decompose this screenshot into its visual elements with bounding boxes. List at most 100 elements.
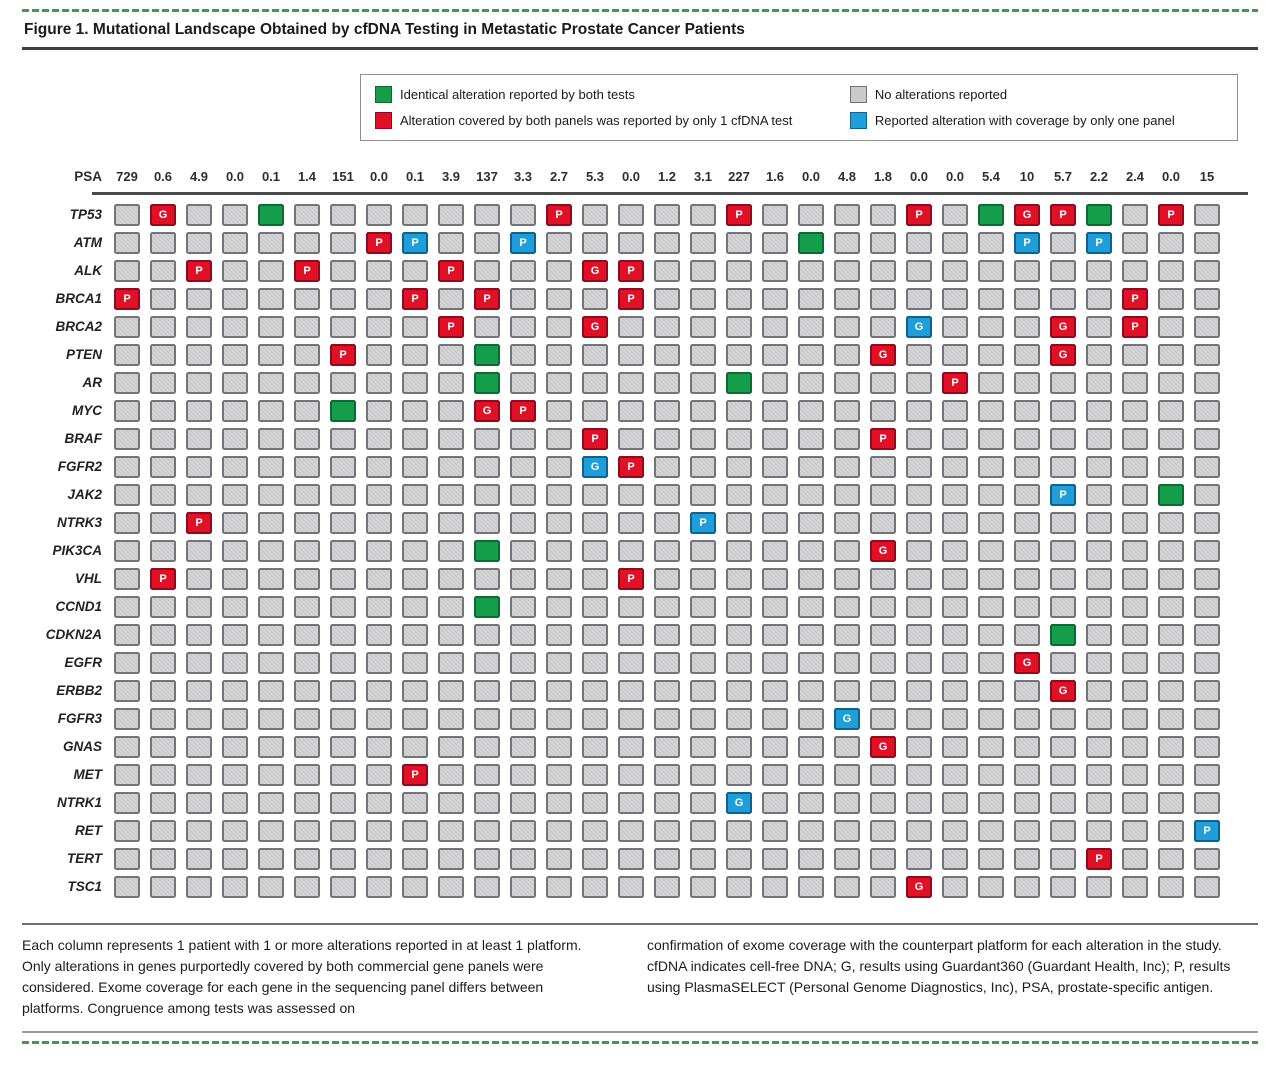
empty-cell [1014, 399, 1040, 422]
empty-cell [978, 371, 1004, 394]
empty-cell [582, 763, 608, 786]
gene-row: ERBB2 G [22, 679, 1258, 703]
alteration-cell-red: G [1050, 679, 1076, 702]
empty-cell [150, 539, 176, 562]
empty-cell [654, 483, 680, 506]
empty-cell [294, 595, 320, 618]
gene-cells: G [114, 875, 1220, 898]
empty-cell [1086, 287, 1112, 310]
empty-cell [1086, 399, 1112, 422]
empty-cell [762, 203, 788, 226]
alteration-cell-red: G [906, 875, 932, 898]
empty-cell [150, 343, 176, 366]
empty-cell [1050, 399, 1076, 422]
empty-cell [690, 791, 716, 814]
empty-cell [1122, 343, 1148, 366]
empty-cell [726, 735, 752, 758]
empty-cell [438, 623, 464, 646]
empty-cell [546, 595, 572, 618]
alteration-cell-green [726, 371, 752, 394]
empty-cell [1086, 483, 1112, 506]
alteration-cell-red: P [582, 427, 608, 450]
empty-cell [114, 595, 140, 618]
psa-value: 2.2 [1089, 168, 1109, 184]
empty-cell [726, 399, 752, 422]
empty-cell [510, 791, 536, 814]
empty-cell [330, 623, 356, 646]
empty-cell [762, 287, 788, 310]
empty-cell [258, 287, 284, 310]
empty-cell [834, 231, 860, 254]
empty-cell [834, 483, 860, 506]
empty-cell [222, 203, 248, 226]
empty-cell [834, 763, 860, 786]
empty-cell [510, 371, 536, 394]
empty-cell [942, 763, 968, 786]
empty-cell [690, 259, 716, 282]
empty-cell [402, 483, 428, 506]
empty-cell [834, 539, 860, 562]
empty-cell [834, 819, 860, 842]
empty-cell [546, 287, 572, 310]
empty-cell [906, 231, 932, 254]
alteration-cell-green [1158, 483, 1184, 506]
legend-item-one-test: Alteration covered by both panels was re… [375, 112, 850, 129]
empty-cell [834, 623, 860, 646]
empty-cell [294, 371, 320, 394]
empty-cell [690, 763, 716, 786]
empty-cell [258, 623, 284, 646]
gene-label: FGFR3 [57, 711, 102, 726]
empty-cell [438, 567, 464, 590]
empty-cell [258, 231, 284, 254]
empty-cell [150, 623, 176, 646]
gene-label: ALK [74, 263, 102, 278]
empty-cell [330, 483, 356, 506]
empty-cell [222, 231, 248, 254]
empty-cell [546, 483, 572, 506]
empty-cell [1158, 567, 1184, 590]
empty-cell [618, 875, 644, 898]
empty-cell [222, 287, 248, 310]
empty-cell [762, 623, 788, 646]
empty-cell [510, 427, 536, 450]
gene-cells [114, 595, 1220, 618]
empty-cell [618, 623, 644, 646]
empty-cell [1014, 735, 1040, 758]
empty-cell [870, 875, 896, 898]
empty-cell [186, 371, 212, 394]
empty-cell [834, 735, 860, 758]
empty-cell [186, 679, 212, 702]
empty-cell [870, 399, 896, 422]
empty-cell [294, 539, 320, 562]
empty-cell [834, 259, 860, 282]
empty-cell [942, 483, 968, 506]
empty-cell [150, 259, 176, 282]
empty-cell [654, 679, 680, 702]
empty-cell [1086, 427, 1112, 450]
empty-cell [402, 315, 428, 338]
empty-cell [366, 483, 392, 506]
empty-cell [1158, 315, 1184, 338]
empty-cell [726, 875, 752, 898]
empty-cell [114, 203, 140, 226]
gene-label: ATM [73, 235, 102, 250]
empty-cell [546, 427, 572, 450]
gene-label: TERT [66, 851, 102, 866]
empty-cell [438, 203, 464, 226]
empty-cell [726, 595, 752, 618]
empty-cell [1194, 399, 1220, 422]
empty-cell [186, 623, 212, 646]
alteration-cell-red: P [1086, 847, 1112, 870]
empty-cell [1158, 875, 1184, 898]
empty-cell [690, 567, 716, 590]
empty-cell [762, 595, 788, 618]
bottom-gray-rule [22, 1030, 1258, 1033]
empty-cell [294, 287, 320, 310]
empty-cell [1050, 539, 1076, 562]
empty-cell [402, 651, 428, 674]
empty-cell [474, 735, 500, 758]
empty-cell [510, 511, 536, 534]
empty-cell [798, 623, 824, 646]
